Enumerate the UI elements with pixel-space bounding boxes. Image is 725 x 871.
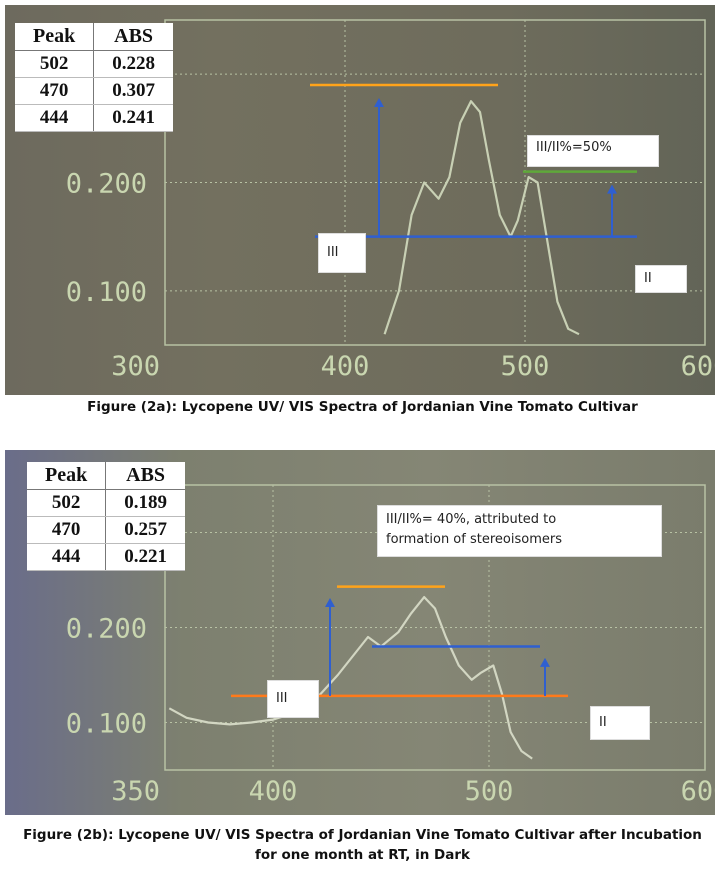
table-row: 444 0.241 (15, 104, 173, 132)
table-cell-peak: 502 (15, 50, 95, 78)
caption-2b-line2: for one month at RT, in Dark (254, 847, 471, 863)
x-tick-label: 350 (111, 776, 160, 807)
ratio-annotation-2b: III/II%= 40%, attributed to formation of… (377, 505, 662, 557)
x-tick-label: 300 (111, 351, 160, 382)
x-tick-label: 600 (681, 351, 715, 382)
peak-table-2a: Peak ABS 502 0.228 470 0.307 444 0.241 (15, 23, 173, 132)
y-tick-label: 0.100 (66, 277, 147, 308)
table-row: 444 0.221 (27, 543, 185, 571)
caption-2a: Figure (2a): Lycopene UV/ VIS Spectra of… (87, 399, 638, 415)
table-cell-peak: 470 (27, 516, 107, 544)
table-row: 502 0.189 (27, 489, 185, 517)
arrow-III-head (374, 98, 384, 107)
marker-III-2a: III (318, 233, 366, 273)
caption-2b: Figure (2b): Lycopene UV/ VIS Spectra of… (0, 825, 725, 865)
table-row: 470 0.257 (27, 516, 185, 544)
table-row: 470 0.307 (15, 77, 173, 105)
marker-III-2b: III (267, 680, 319, 718)
table-cell-peak: 502 (27, 489, 107, 517)
table-cell-abs: 0.257 (105, 516, 185, 544)
spectrum-trace (168, 596, 533, 760)
x-tick-label: 600 (681, 776, 715, 807)
arrow-III-head (325, 598, 335, 608)
ratio-annotation-line2: formation of stereoisomers (386, 532, 562, 547)
marker-II-2b: II (590, 706, 650, 740)
table-cell-abs: 0.241 (93, 104, 173, 132)
x-tick-label: 400 (321, 351, 370, 382)
table-row: 502 0.228 (15, 50, 173, 78)
arrow-II-head (607, 184, 617, 194)
ratio-annotation-line1: III/II%= 40%, attributed to (386, 512, 557, 527)
x-tick-label: 400 (249, 776, 298, 807)
x-tick-label: 500 (501, 351, 550, 382)
arrow-II-head (540, 657, 550, 667)
table-header-peak: Peak (15, 23, 95, 51)
table-cell-peak: 444 (27, 543, 107, 571)
marker-II-2a: II (635, 265, 687, 293)
table-header-abs: ABS (93, 23, 173, 51)
table-cell-abs: 0.307 (93, 77, 173, 105)
y-tick-label: 0.200 (66, 614, 147, 645)
y-tick-label: 0.200 (66, 169, 147, 200)
peak-table-2b: Peak ABS 502 0.189 470 0.257 444 0.221 (27, 462, 185, 571)
table-header-peak: Peak (27, 462, 107, 490)
caption-2b-line1: Figure (2b): Lycopene UV/ VIS Spectra of… (23, 827, 702, 843)
table-cell-peak: 444 (15, 104, 95, 132)
table-cell-abs: 0.221 (105, 543, 185, 571)
y-tick-label: 0.100 (66, 709, 147, 740)
table-header-abs: ABS (105, 462, 185, 490)
table-cell-abs: 0.228 (93, 50, 173, 78)
table-cell-peak: 470 (15, 77, 95, 105)
ratio-annotation-2a: III/II%=50% (527, 135, 659, 167)
table-cell-abs: 0.189 (105, 489, 185, 517)
x-tick-label: 500 (465, 776, 514, 807)
